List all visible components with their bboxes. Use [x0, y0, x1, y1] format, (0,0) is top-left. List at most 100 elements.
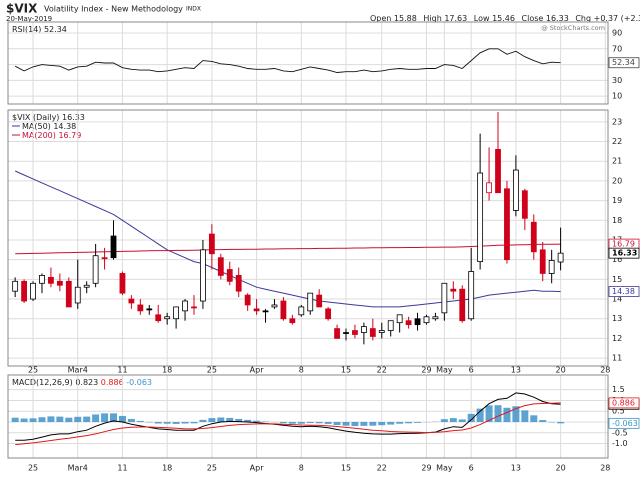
candle-body: [539, 249, 546, 274]
candle-body: [74, 286, 81, 304]
x-tick-label: May: [436, 366, 453, 375]
histogram-bar: [118, 415, 126, 422]
histogram-bar: [539, 420, 547, 422]
candle-body: [119, 273, 126, 294]
candle-body: [128, 298, 135, 304]
x-tick-label: 18: [162, 464, 172, 473]
histogram-bar: [530, 415, 538, 422]
candle-body: [110, 235, 117, 259]
y-tick-label: -0.5: [612, 428, 628, 437]
x-tick-label: 6: [469, 464, 474, 473]
candle-body: [253, 308, 260, 312]
candle-body: [191, 306, 197, 309]
line: [14, 48, 561, 73]
y-tick-label: 70: [612, 44, 622, 53]
histogram-bar: [226, 417, 234, 422]
rsi-legend: RSI(14) 52.34: [12, 25, 67, 34]
x-tick-label: Apr: [250, 366, 265, 375]
x-tick-label: 22: [377, 464, 387, 473]
candle-body: [173, 306, 180, 320]
candle-body: [504, 188, 510, 261]
histogram-bar: [396, 421, 404, 424]
histogram-last: -0.063: [126, 378, 152, 387]
y-tick-label: 11: [612, 354, 622, 363]
y-tick-label: 30: [612, 76, 622, 85]
ohlc-summary: Open 15.88 High 17.63 Low 15.46 Close 16…: [370, 14, 640, 23]
high-value: 17.63: [444, 14, 467, 23]
x-tick-label: 29: [421, 366, 431, 375]
chg-label: Chg: [575, 14, 591, 23]
x-tick-label: 8: [299, 464, 304, 473]
line: [15, 392, 561, 441]
histogram-bar: [253, 420, 261, 422]
x-tick-label: 15: [341, 464, 351, 473]
x-tick-label: 20: [556, 366, 566, 375]
panel-frame: [7, 21, 609, 105]
histogram-bar: [557, 421, 565, 424]
close-label: Close: [522, 14, 544, 23]
histogram-bar: [65, 417, 73, 422]
candle-body: [325, 308, 332, 320]
value-tag-box: [608, 397, 640, 409]
candle-body: [486, 182, 492, 194]
histogram-bar: [405, 421, 413, 424]
x-tick-label: May: [436, 464, 453, 473]
candle-body: [217, 257, 224, 276]
y-tick-label: 15: [612, 275, 622, 284]
price-legend: $VIX (Daily) 16.33: [12, 113, 85, 122]
panel-frame: [7, 109, 609, 367]
candle-body: [12, 280, 19, 292]
x-tick-label: 25: [28, 366, 38, 375]
x-tick-label: 11: [117, 464, 127, 473]
candle-body: [200, 249, 206, 302]
price-last: 16.33: [62, 113, 85, 122]
histogram-bar: [110, 413, 118, 422]
candle-body: [271, 304, 278, 308]
candle-body: [226, 269, 233, 282]
candle-body: [30, 282, 36, 300]
ma200-name: MA(200): [22, 131, 56, 140]
histogram-bar: [288, 421, 296, 424]
histogram-bar: [440, 419, 448, 422]
candle-body: [432, 316, 439, 320]
histogram-bar: [476, 408, 484, 422]
ma50-last: 14.38: [53, 122, 76, 131]
candle-body: [468, 271, 475, 320]
value-tag: 0.886: [612, 398, 635, 407]
candle-body: [21, 280, 27, 302]
histogram-bar: [485, 405, 493, 422]
y-tick-label: 14: [612, 295, 622, 304]
candle-body: [450, 288, 457, 292]
value-tag: 16.33: [612, 249, 637, 258]
x-tick-label: 25: [207, 464, 217, 473]
candle-body: [65, 280, 72, 308]
ma50-name: MA(50): [22, 122, 51, 131]
histogram-bar: [235, 418, 243, 422]
x-tick-label: 8: [299, 366, 304, 375]
candle-body: [521, 190, 528, 219]
histogram-bar: [163, 421, 171, 424]
histogram-bar: [190, 421, 198, 424]
rsi-name: RSI(14): [12, 25, 41, 34]
open-value: 15.88: [394, 14, 417, 23]
candle-body: [316, 294, 323, 308]
histogram-bar: [494, 405, 502, 422]
histogram-bar: [154, 421, 162, 424]
value-tag-box: [608, 286, 640, 297]
histogram-bar: [29, 418, 37, 422]
y-tick-label: 13: [612, 314, 622, 323]
line: [15, 243, 561, 255]
value-tag-box: [608, 247, 640, 259]
histogram-bar: [92, 414, 100, 422]
candle-body: [396, 314, 403, 324]
candle-body: [352, 330, 358, 335]
candle-body: [334, 328, 340, 339]
symbol: $VIX: [6, 2, 38, 16]
candle-body: [146, 308, 153, 311]
index-name: Volatility Index - New Methodology: [44, 5, 183, 14]
histogram-bar: [181, 421, 189, 424]
histogram-bar: [333, 421, 341, 426]
macd-name: MACD(12,26,9): [12, 378, 73, 387]
histogram-bar: [56, 416, 64, 422]
price-label: $VIX (Daily): [12, 113, 59, 122]
